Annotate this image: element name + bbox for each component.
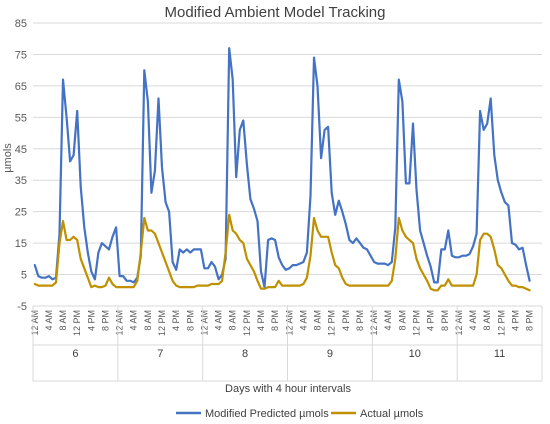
y-tick-label: 65 [15,81,27,93]
x-tick-label: 12 AM [199,310,209,336]
x-tick-label: 4 PM [511,310,521,331]
x-tick-label: 4 AM [44,310,54,331]
x-tick-label: 8 AM [313,310,323,331]
x-tick-label: 12 PM [327,310,337,336]
series-line-predicted [33,47,531,289]
x-tick-label: 4 PM [171,310,181,331]
chart-title: Modified Ambient Model Tracking [165,4,386,21]
x-tick-label: 12 PM [72,310,82,336]
x-tick-label: 4 AM [298,310,308,331]
y-axis-label: µmols [2,143,14,173]
x-tick-label: 8 PM [101,310,111,331]
x-tick-label: 4 AM [214,310,224,331]
x-tick-label: 12 AM [369,310,379,336]
x-tick-label: 4 PM [341,310,351,331]
x-axis-label: Days with 4 hour intervals [225,383,351,395]
y-tick-labels: -5 5 15 25 35 45 55 65 75 85 [15,18,27,313]
x-tick-label: 8 AM [482,310,492,331]
y-tick-label: 85 [15,18,27,30]
day-label: 9 [327,348,333,360]
y-tick-label: 55 [15,112,27,124]
y-tick-label: 5 [21,270,27,282]
x-tick-label: 12 PM [412,310,422,336]
x-tick-label: 12 PM [496,310,506,336]
x-tick-label: 4 PM [256,310,266,331]
y-tick-label: 35 [15,175,27,187]
y-tick-label: 45 [15,144,27,156]
x-tick-label: 8 AM [143,310,153,331]
day-label: 6 [72,348,78,360]
day-labels: 6 7 8 9 10 11 [32,306,543,382]
day-label: 10 [409,348,421,360]
x-tick-label: 12 AM [115,310,125,336]
x-tick-labels: 12 AM 4 AM 8 AM 12 PM 4 PM 8 PM 12 AM 4 AM 8 AM 1… [30,310,535,336]
x-tick-label: 8 PM [355,310,365,331]
x-tick-label: 8 AM [58,310,68,331]
day-label: 11 [494,348,505,360]
x-tick-label: 8 AM [228,310,238,331]
x-tick-label: 8 PM [440,310,450,331]
x-tick-label: 12 AM [454,310,464,336]
x-tick-label: 8 AM [397,310,407,331]
y-tick-label: 25 [15,207,27,219]
x-tick-label: 12 PM [242,310,252,336]
gridlines [33,22,542,307]
y-tick-label: 15 [15,238,27,250]
x-tick-label: 4 PM [86,310,96,331]
x-tick-label: 4 AM [383,310,393,331]
x-tick-label: 8 PM [185,310,195,331]
day-label: 7 [157,348,163,360]
day-label: 8 [242,348,248,360]
y-tick-label: 75 [15,49,27,61]
x-tick-label: 12 PM [157,310,167,336]
series-lines [33,47,531,292]
x-tick-label: 8 PM [525,310,535,331]
x-tick-label: 12 AM [30,310,40,336]
legend-label-predicted: Modified Predicted µmols [205,408,329,420]
x-tick-label: 4 AM [468,310,478,331]
x-tick-label: 8 PM [270,310,280,331]
y-tick-label: -5 [17,301,27,313]
x-tick-label: 12 AM [284,310,294,336]
x-tick-label: 4 AM [129,310,139,331]
x-tick-label: 4 PM [426,310,436,331]
series-line-actual [33,213,531,292]
legend-label-actual: Actual µmols [360,408,424,420]
legend: Modified Predicted µmols Actual µmols [176,408,424,420]
